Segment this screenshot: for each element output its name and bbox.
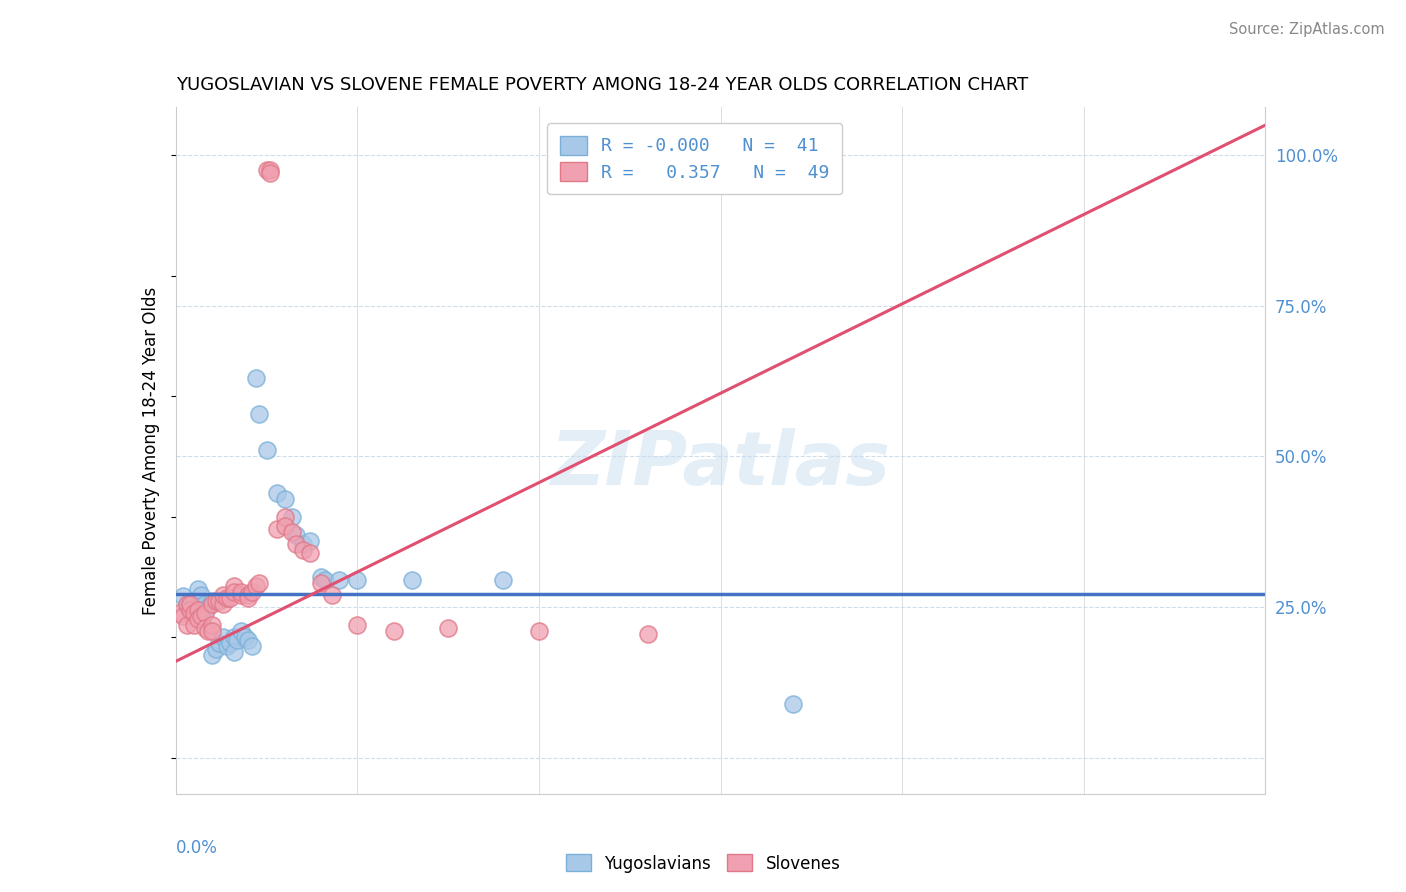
Point bbox=[266, 522, 288, 536]
Point bbox=[233, 630, 256, 644]
Point bbox=[208, 636, 231, 650]
Point bbox=[186, 612, 209, 626]
Point bbox=[240, 640, 263, 654]
Point bbox=[219, 636, 242, 650]
Point bbox=[782, 697, 804, 711]
Point bbox=[401, 573, 423, 587]
Point bbox=[212, 588, 235, 602]
Point bbox=[222, 630, 245, 644]
Point bbox=[437, 621, 460, 635]
Point bbox=[179, 595, 201, 609]
Point bbox=[176, 599, 198, 613]
Point bbox=[245, 371, 267, 385]
Point bbox=[284, 528, 307, 542]
Legend: R = -0.000   N =  41, R =   0.357   N =  49: R = -0.000 N = 41, R = 0.357 N = 49 bbox=[547, 123, 842, 194]
Text: ZIPatlas: ZIPatlas bbox=[551, 427, 890, 500]
Point bbox=[190, 609, 212, 624]
Point bbox=[245, 579, 267, 593]
Point bbox=[183, 594, 205, 608]
Point bbox=[197, 600, 219, 615]
Point bbox=[204, 642, 226, 657]
Text: YUGOSLAVIAN VS SLOVENE FEMALE POVERTY AMONG 18-24 YEAR OLDS CORRELATION CHART: YUGOSLAVIAN VS SLOVENE FEMALE POVERTY AM… bbox=[176, 77, 1028, 95]
Point bbox=[212, 630, 235, 644]
Point bbox=[179, 603, 201, 617]
Point bbox=[186, 600, 209, 615]
Legend: Yugoslavians, Slovenes: Yugoslavians, Slovenes bbox=[558, 847, 848, 880]
Point bbox=[179, 597, 201, 611]
Y-axis label: Female Poverty Among 18-24 Year Olds: Female Poverty Among 18-24 Year Olds bbox=[142, 286, 160, 615]
Point bbox=[183, 606, 205, 620]
Point bbox=[321, 588, 343, 602]
Point bbox=[346, 573, 368, 587]
Point bbox=[238, 588, 260, 602]
Point bbox=[215, 591, 238, 605]
Point bbox=[201, 594, 224, 608]
Point bbox=[256, 163, 278, 178]
Point bbox=[201, 597, 224, 611]
Point bbox=[186, 603, 209, 617]
Point bbox=[281, 524, 304, 539]
Point bbox=[208, 594, 231, 608]
Point bbox=[274, 491, 297, 506]
Point bbox=[231, 588, 253, 602]
Point bbox=[197, 624, 219, 639]
Point bbox=[201, 648, 224, 663]
Point bbox=[222, 645, 245, 659]
Point bbox=[231, 624, 253, 639]
Point bbox=[291, 537, 314, 551]
Point bbox=[176, 618, 198, 632]
Point bbox=[314, 573, 336, 587]
Point bbox=[382, 624, 405, 639]
Point bbox=[186, 582, 209, 596]
Point bbox=[190, 588, 212, 602]
Point bbox=[240, 585, 263, 599]
Point bbox=[328, 573, 350, 587]
Point bbox=[309, 570, 332, 584]
Point bbox=[238, 633, 260, 648]
Point bbox=[176, 597, 198, 611]
Point bbox=[299, 533, 322, 548]
Point bbox=[284, 537, 307, 551]
Point bbox=[212, 597, 235, 611]
Point bbox=[183, 606, 205, 620]
Point bbox=[204, 594, 226, 608]
Point bbox=[194, 606, 217, 620]
Point bbox=[256, 443, 278, 458]
Point bbox=[194, 597, 217, 611]
Point bbox=[291, 542, 314, 557]
Point bbox=[183, 618, 205, 632]
Point bbox=[172, 589, 194, 603]
Point bbox=[201, 618, 224, 632]
Point bbox=[231, 585, 253, 599]
Text: 0.0%: 0.0% bbox=[176, 838, 218, 856]
Point bbox=[238, 591, 260, 605]
Point bbox=[215, 640, 238, 654]
Point bbox=[190, 606, 212, 620]
Text: Source: ZipAtlas.com: Source: ZipAtlas.com bbox=[1229, 22, 1385, 37]
Point bbox=[194, 621, 217, 635]
Point bbox=[222, 579, 245, 593]
Point bbox=[299, 546, 322, 560]
Point bbox=[346, 618, 368, 632]
Point bbox=[226, 633, 249, 648]
Point bbox=[247, 407, 270, 421]
Point bbox=[274, 509, 297, 524]
Point bbox=[281, 509, 304, 524]
Point bbox=[637, 627, 659, 641]
Point bbox=[219, 591, 242, 605]
Point bbox=[201, 624, 224, 639]
Point bbox=[527, 624, 550, 639]
Point bbox=[172, 609, 194, 624]
Point bbox=[492, 573, 515, 587]
Point bbox=[274, 518, 297, 533]
Point bbox=[259, 166, 281, 180]
Point bbox=[266, 485, 288, 500]
Point bbox=[309, 576, 332, 591]
Point bbox=[169, 606, 191, 620]
Point bbox=[259, 163, 281, 178]
Point bbox=[222, 585, 245, 599]
Point bbox=[247, 576, 270, 591]
